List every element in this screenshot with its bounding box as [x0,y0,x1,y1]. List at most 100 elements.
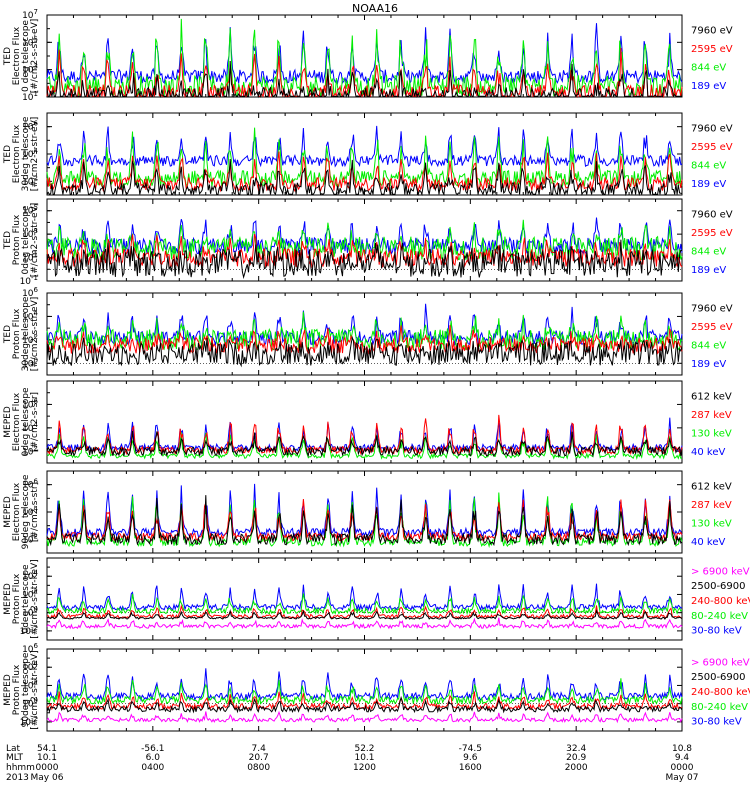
x-row-label: Lat [6,744,21,754]
y-axis-label: 30deg telescope [21,296,31,371]
y-axis-label: [#/cm2-s-str-keV] [30,650,40,729]
legend-entry: 80-240 keV [691,611,748,622]
legend-entry: 30-80 keV [691,626,742,637]
y-tick-exponent: 4 [34,505,39,513]
series-189-ev [46,23,683,85]
x-tick-label-lat: -74.5 [459,744,482,754]
y-tick-exponent: 7 [34,8,38,16]
y-axis-label: [#/cm2-s-str-eV] [30,203,40,278]
y-tick-exponent: 4 [34,309,39,317]
y-tick-exponent: 2 [34,532,38,540]
y-tick-exponent: 5 [34,35,38,43]
series-130-kev [46,432,682,460]
y-axis-label: MEPED [3,406,13,438]
series-30-80-kev [46,583,683,612]
legend-entry: 189 eV [691,359,726,370]
legend-entry: 2500-6900 [691,581,746,592]
x-tick-label-mlt: 10.1 [37,753,57,763]
series-612-kev [46,430,683,458]
y-tick-exponent: 2 [34,174,38,182]
series-40-kev [46,417,683,454]
y-axis-label: 30deg telescope [21,116,31,191]
y-axis-label: [#/cm2-s-str-eV] [30,297,40,372]
legend-entry: 80-240 keV [691,702,748,713]
legend-entry: 189 eV [691,81,726,92]
legend-entry: 189 eV [691,265,726,276]
legend-entry: 844 eV [691,160,726,171]
y-tick-exponent: 5 [34,204,38,212]
x-tick-label-hhmm: 2000 [565,763,588,773]
x-tick-label-mlt: 20.7 [249,753,269,763]
legend-entry: 40 keV [691,537,725,548]
x-tick-label-lat: 32.4 [566,744,586,754]
legend-entry: 130 keV [691,518,732,529]
legend-entry: 7960 eV [691,209,733,220]
legend-entry: 7960 eV [691,25,733,36]
legend-entry: 40 keV [691,447,725,458]
series--6900-kev [46,710,683,724]
y-axis-label: 0 deg telescope [21,20,31,92]
x-tick-label-date: May 06 [31,773,64,783]
y-axis-label: [#/cm2-s-str] [30,482,40,542]
legend-entry: 612 keV [691,481,732,492]
series-2595-ev [46,47,683,99]
x-tick-label-hhmm: 1600 [459,763,482,773]
x-tick-label-lat: -56.1 [141,744,164,754]
legend-entry: > 6900 keV [691,566,750,577]
x-row-label: hhmm [6,763,35,773]
y-axis-label: MEPED [3,674,13,706]
y-tick-exponent: 2 [34,444,38,452]
x-tick-label-lat: 10.8 [672,744,692,754]
legend-entry: 2595 eV [691,322,733,333]
legend-entry: 844 eV [691,340,726,351]
x-tick-label-lat: 7.4 [252,744,267,754]
legend-entry: 844 eV [691,62,726,73]
x-tick-label-mlt: 6.0 [146,753,161,763]
y-axis-label: 0deg telescope [21,387,31,457]
y-axis-label: MEPED [3,583,13,615]
series-7960-ev [46,60,682,99]
y-axis-label: TED [3,145,13,164]
x-row-label: 2013 [6,773,29,783]
series-844-ev [46,18,683,98]
y-axis-label: 90deg telescope [21,474,31,549]
series-189-ev [46,125,683,168]
y-tick-exponent: 4 [34,660,39,668]
y-tick-exponent: 3 [34,63,38,71]
y-axis-label: Proton Flux [12,308,22,359]
legend-entry: 7960 eV [691,123,733,134]
series-2500-6900 [46,695,683,714]
y-axis-label: Electron Flux [12,392,22,451]
y-axis-label: 90deg telescope [21,652,31,727]
legend-entry: 2500-6900 [691,672,746,683]
y-axis-label: [#/cm2-s-str] [30,392,40,452]
series-80-240-kev [46,678,683,706]
y-axis-label: Proton Flux [12,573,22,624]
y-tick-exponent: -1 [31,274,38,282]
y-tick-exponent: 6 [34,478,39,486]
legend-entry: 130 keV [691,428,732,439]
y-tick-exponent: 2 [34,587,38,595]
legend-entry: 287 keV [691,410,732,421]
series-130-kev [46,492,683,549]
x-tick-label-date: May 07 [666,773,699,783]
y-tick-exponent: 1 [34,90,38,98]
legend-entry: 189 eV [691,179,726,190]
series--6900-kev [46,617,683,630]
legend-entry: 240-800 keV [691,687,750,698]
y-tick-exponent: 6 [34,397,39,405]
y-tick-exponent: 2 [34,333,38,341]
x-tick-label-lat: 52.2 [354,744,374,754]
x-tick-label-mlt: 20.9 [566,753,586,763]
x-tick-label-hhmm: 1200 [353,763,376,773]
panel-frame [46,380,683,464]
y-tick-exponent: -2 [31,715,38,723]
x-tick-label-hhmm: 0800 [247,763,270,773]
y-tick-exponent: 6 [34,286,39,294]
x-row-label: MLT [6,753,24,763]
